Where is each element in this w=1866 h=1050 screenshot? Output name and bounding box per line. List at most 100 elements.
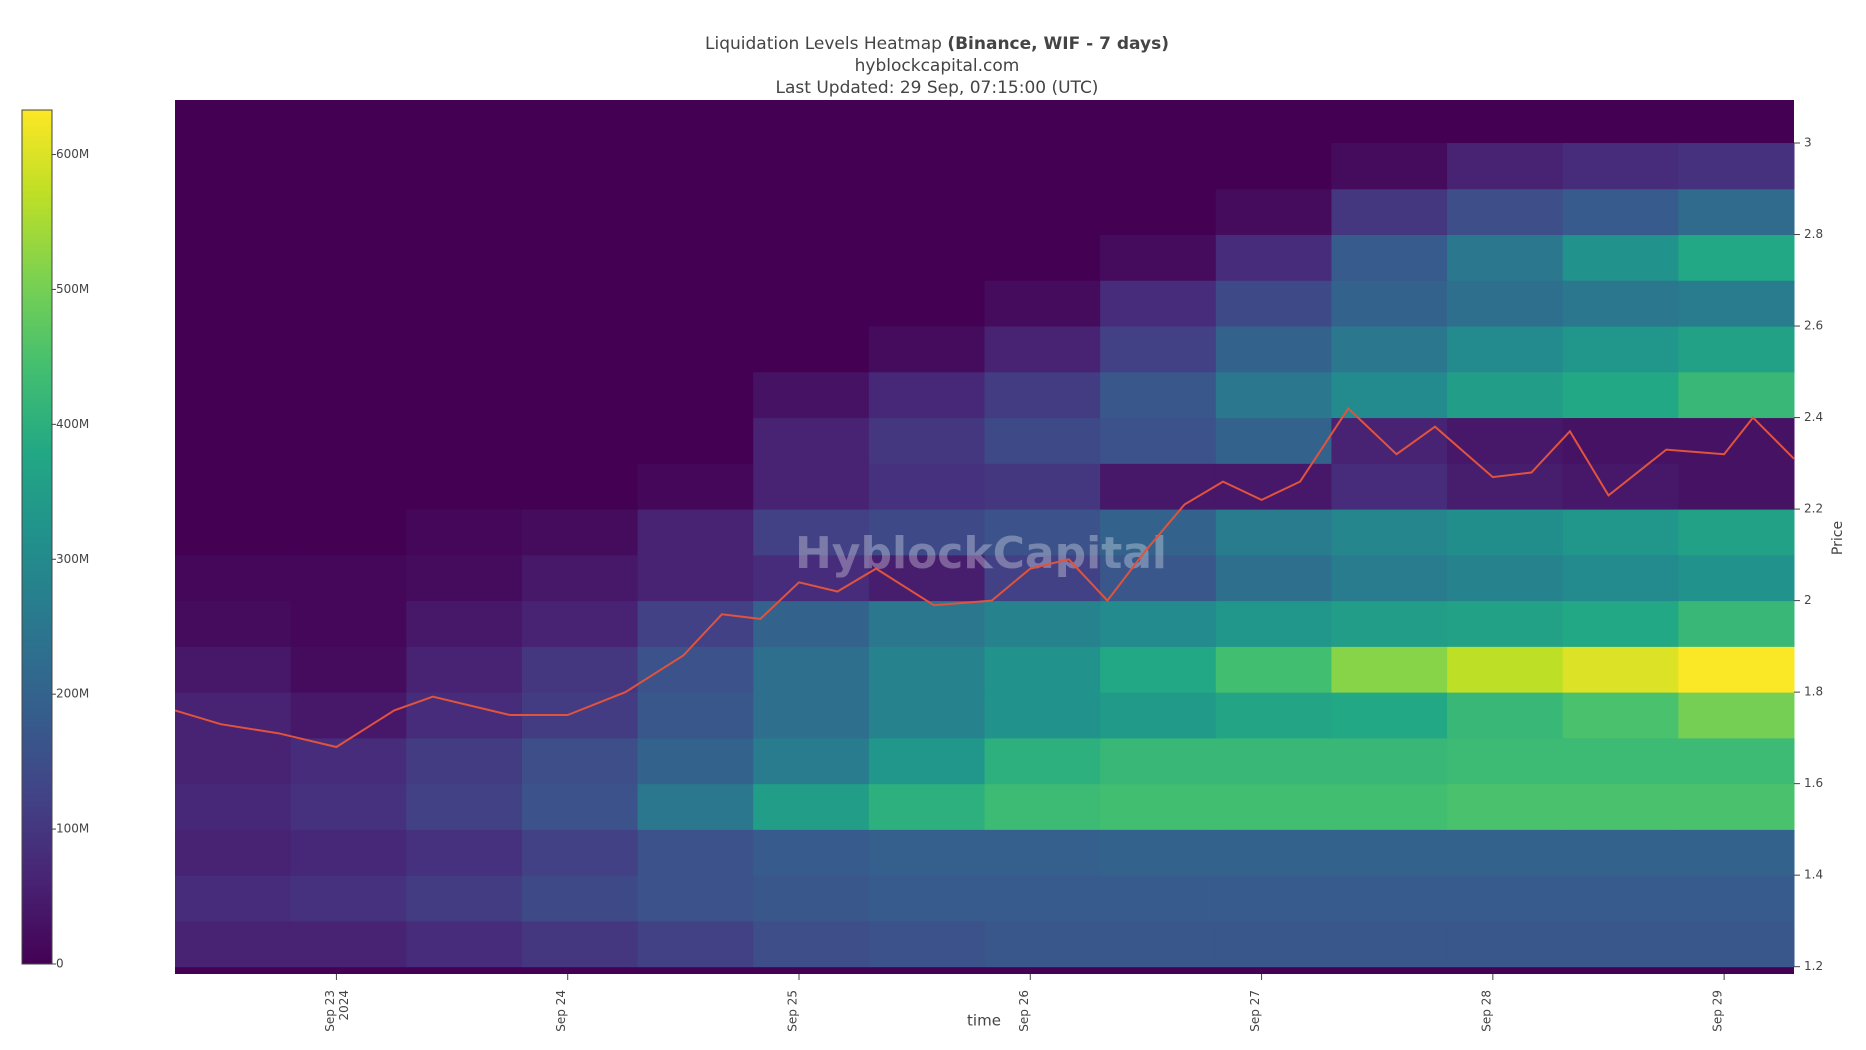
heat-cell xyxy=(1215,554,1332,602)
heat-cell xyxy=(868,600,985,647)
heat-cell xyxy=(984,188,1101,236)
heat-cell xyxy=(753,783,870,830)
colorbar xyxy=(21,109,53,965)
heat-cell xyxy=(868,417,985,464)
heat-cell xyxy=(406,737,523,785)
heat-cell xyxy=(753,234,870,281)
heat-cell xyxy=(637,371,754,419)
heat-cell xyxy=(290,920,407,968)
heat-cell xyxy=(1678,463,1795,510)
heat-cell xyxy=(753,554,870,602)
y-tick-label: 1.4 xyxy=(1804,868,1823,882)
heat-cell xyxy=(753,509,870,556)
heat-cell xyxy=(1215,737,1332,785)
heat-cell xyxy=(753,143,870,190)
heat-cell xyxy=(1678,920,1795,968)
heat-cell xyxy=(753,280,870,327)
heat-cell xyxy=(290,875,407,922)
heat-cell xyxy=(290,417,407,464)
heat-cell xyxy=(1678,188,1795,236)
heat-cell xyxy=(175,417,292,464)
heat-cell xyxy=(637,692,754,739)
heat-cell xyxy=(1215,371,1332,419)
heat-cell xyxy=(753,646,870,693)
heat-cell xyxy=(175,463,292,510)
heat-cell xyxy=(637,143,754,190)
colorbar-tick-label: 100M xyxy=(56,822,89,836)
heat-cell xyxy=(406,920,523,968)
heat-cell xyxy=(1562,326,1679,373)
heat-cell xyxy=(406,646,523,693)
heat-cell xyxy=(753,326,870,373)
y-axis-title: Price xyxy=(1830,521,1846,555)
heat-cell xyxy=(1100,371,1217,419)
heat-cell xyxy=(984,737,1101,785)
heat-cell xyxy=(1215,875,1332,922)
heat-cell xyxy=(175,326,292,373)
heat-cell xyxy=(868,463,985,510)
heat-cell xyxy=(637,463,754,510)
heat-cell xyxy=(521,280,639,327)
heat-cell xyxy=(868,371,985,419)
heat-cell xyxy=(1100,554,1217,602)
heat-cell xyxy=(1100,829,1217,876)
heat-cell xyxy=(984,600,1101,647)
heat-cell xyxy=(868,326,985,373)
heat-cell xyxy=(175,646,292,693)
heat-cell xyxy=(1215,509,1332,556)
heat-cell xyxy=(637,783,754,830)
heat-cell xyxy=(753,920,870,968)
heat-cell xyxy=(753,692,870,739)
heat-cell xyxy=(637,188,754,236)
heat-cell xyxy=(868,143,985,190)
heat-cell xyxy=(1100,188,1217,236)
heat-cell xyxy=(1215,234,1332,281)
x-tick-label: Sep 27 xyxy=(1248,990,1262,1032)
heat-cell xyxy=(1215,143,1332,190)
heat-cell xyxy=(175,737,292,785)
heat-cell xyxy=(1100,783,1217,830)
heat-cell xyxy=(1678,326,1795,373)
heat-cell xyxy=(521,326,639,373)
heat-cell xyxy=(1447,509,1564,556)
heat-cell xyxy=(1562,509,1679,556)
heat-cell xyxy=(637,920,754,968)
heat-cell xyxy=(1562,600,1679,647)
heat-cell xyxy=(175,509,292,556)
chart-title: Liquidation Levels Heatmap (Binance, WIF… xyxy=(705,34,1169,54)
heat-cell xyxy=(1331,737,1448,785)
heat-cell xyxy=(1100,509,1217,556)
heat-cell xyxy=(1215,280,1332,327)
heat-cell xyxy=(406,371,523,419)
heat-cell xyxy=(753,188,870,236)
heat-cell xyxy=(290,554,407,602)
heat-cell xyxy=(1562,829,1679,876)
heat-cell xyxy=(1215,692,1332,739)
heat-cell xyxy=(1447,326,1564,373)
heat-cell xyxy=(984,646,1101,693)
watermark: HyblockCapital xyxy=(795,528,1167,579)
heat-cell xyxy=(1447,188,1564,236)
x-tick-label: Sep 25 xyxy=(785,990,799,1032)
heat-cell xyxy=(1331,509,1448,556)
heat-cell xyxy=(1215,188,1332,236)
heat-cell xyxy=(1331,600,1448,647)
heat-cell xyxy=(406,280,523,327)
heat-cell xyxy=(175,920,292,968)
heat-cell xyxy=(753,463,870,510)
heat-cell xyxy=(1678,554,1795,602)
heat-cell xyxy=(868,692,985,739)
y-tick-label: 1.6 xyxy=(1804,776,1823,790)
heat-cell xyxy=(1100,920,1217,968)
y-tick-label: 1.2 xyxy=(1804,959,1823,973)
heat-cell xyxy=(637,417,754,464)
y-tick-label: 2.6 xyxy=(1804,319,1823,333)
heat-cell xyxy=(1331,554,1448,602)
heat-cell xyxy=(1331,646,1448,693)
heat-cell xyxy=(1447,737,1564,785)
heat-cell xyxy=(1562,554,1679,602)
heat-cell xyxy=(1331,692,1448,739)
heat-cell xyxy=(1447,371,1564,419)
x-tick-label: Sep 26 xyxy=(1017,990,1031,1032)
heat-cell xyxy=(1678,143,1795,190)
